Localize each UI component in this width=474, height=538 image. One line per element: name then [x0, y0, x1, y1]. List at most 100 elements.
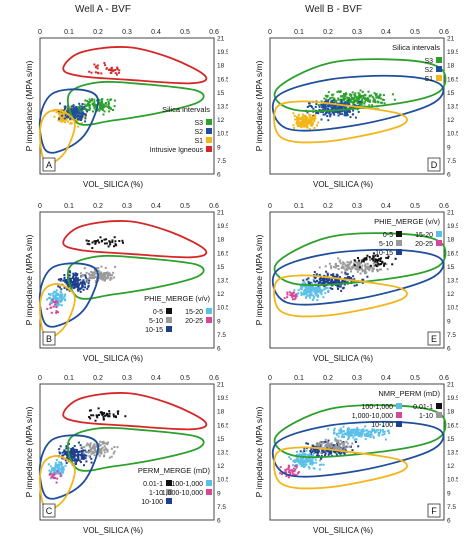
- data-point: [57, 470, 60, 473]
- legend-swatch: [436, 57, 442, 63]
- legend-swatch: [166, 326, 172, 332]
- data-point: [97, 108, 100, 111]
- data-point: [343, 433, 346, 436]
- data-point: [329, 113, 332, 116]
- data-point: [368, 430, 370, 433]
- data-point: [330, 267, 333, 270]
- legend-swatch: [206, 137, 212, 143]
- data-point: [303, 118, 306, 121]
- x-tick-label: 0.3: [122, 375, 132, 382]
- y-tick-label: 9: [447, 318, 451, 325]
- data-point: [300, 459, 303, 462]
- data-point: [328, 281, 331, 284]
- data-point: [378, 268, 381, 271]
- data-point: [346, 442, 349, 445]
- data-point: [343, 262, 346, 265]
- data-point: [318, 442, 321, 445]
- data-point: [292, 470, 295, 472]
- data-point: [102, 417, 105, 420]
- data-point: [302, 116, 305, 119]
- data-point: [351, 449, 354, 452]
- data-point: [94, 241, 97, 244]
- data-point: [318, 109, 321, 112]
- y-tick-label: 7.5: [447, 504, 456, 511]
- data-point: [77, 279, 80, 282]
- data-point: [349, 110, 351, 113]
- data-point: [53, 470, 56, 472]
- data-point: [342, 430, 345, 433]
- data-point: [345, 445, 348, 448]
- data-point: [323, 450, 326, 453]
- data-point: [329, 451, 332, 454]
- x-tick-label: 0.5: [410, 203, 420, 210]
- data-point: [324, 445, 327, 448]
- data-point: [340, 435, 343, 438]
- data-point: [95, 267, 98, 270]
- data-point: [363, 102, 366, 105]
- data-point: [106, 413, 109, 416]
- data-point: [312, 454, 314, 457]
- data-point: [371, 268, 374, 271]
- legend-swatch: [436, 403, 442, 409]
- data-point: [330, 452, 333, 455]
- data-point: [332, 450, 335, 453]
- data-point: [54, 301, 56, 303]
- data-point: [301, 454, 304, 457]
- data-point: [324, 94, 327, 97]
- data-point: [317, 291, 320, 293]
- data-point: [324, 440, 327, 443]
- data-point: [95, 450, 97, 453]
- data-point: [109, 72, 112, 74]
- data-point: [295, 465, 298, 468]
- data-point: [353, 101, 356, 104]
- data-point: [352, 275, 355, 278]
- data-point: [67, 116, 69, 119]
- data-point: [343, 280, 346, 283]
- data-point: [60, 120, 63, 123]
- data-point: [316, 288, 319, 291]
- data-point: [367, 90, 370, 93]
- data-point: [342, 425, 345, 428]
- data-point: [312, 451, 315, 454]
- data-point: [383, 433, 386, 436]
- data-point: [304, 453, 307, 456]
- data-point: [106, 443, 109, 446]
- data-point: [351, 434, 354, 437]
- data-point: [116, 410, 119, 413]
- data-point: [59, 467, 62, 470]
- data-point: [364, 438, 367, 441]
- data-point: [353, 434, 356, 437]
- x-tick-label: 0.4: [381, 29, 391, 36]
- data-point: [330, 279, 333, 281]
- data-point: [327, 91, 330, 94]
- y-tick-label: 9: [217, 318, 221, 325]
- data-point: [54, 464, 57, 467]
- data-point: [383, 262, 386, 265]
- data-point: [378, 96, 381, 99]
- data-point: [84, 274, 87, 277]
- data-point: [100, 276, 103, 279]
- data-point: [353, 264, 356, 267]
- data-point: [353, 93, 356, 96]
- data-point: [82, 279, 85, 282]
- interval-outline: [273, 446, 408, 490]
- panel-letter: E: [431, 334, 437, 344]
- data-point: [305, 442, 308, 445]
- data-point: [372, 99, 375, 102]
- data-point: [59, 290, 62, 293]
- data-point: [297, 113, 300, 116]
- data-point: [88, 272, 90, 275]
- data-point: [84, 283, 87, 286]
- data-point: [66, 111, 69, 114]
- data-point: [353, 278, 356, 281]
- x-tick-label: 0.3: [352, 203, 362, 210]
- data-point: [319, 279, 322, 282]
- data-point: [307, 442, 309, 445]
- data-point: [320, 100, 323, 103]
- data-point: [312, 294, 315, 297]
- data-point: [88, 450, 91, 453]
- data-point: [310, 455, 313, 458]
- data-point: [110, 66, 113, 69]
- data-point: [80, 113, 83, 116]
- data-point: [326, 280, 329, 283]
